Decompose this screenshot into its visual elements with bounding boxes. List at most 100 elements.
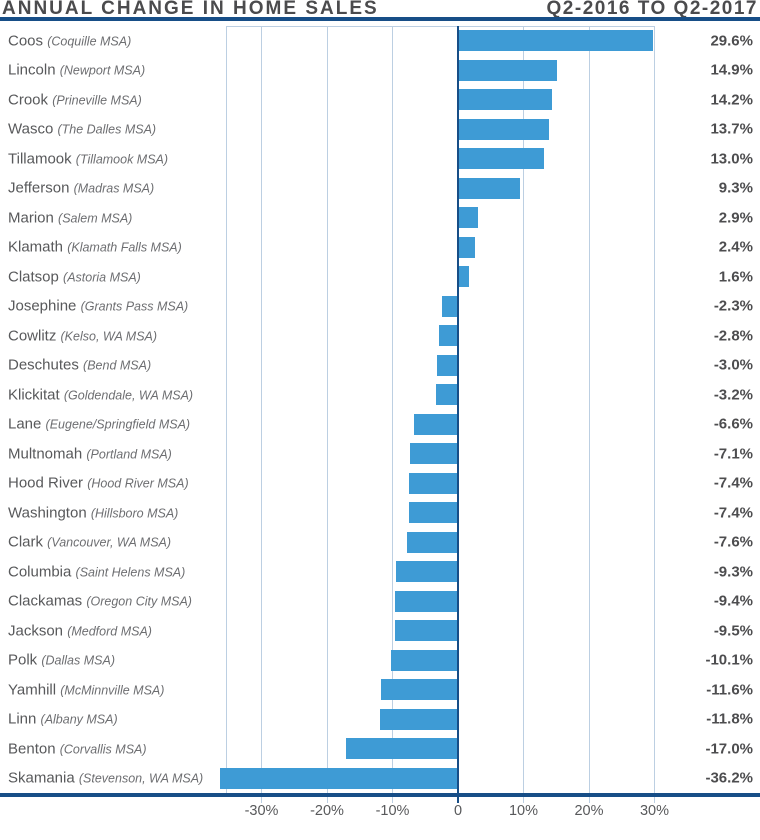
gridline [261,26,262,793]
bar-row: Clackamas (Oregon City MSA) -9.4% [0,587,760,617]
bar-row: Washington (Hillsboro MSA) -7.4% [0,498,760,528]
msa-label: (Hillsboro MSA) [90,506,179,521]
bar [438,325,457,347]
bar [407,531,457,553]
bar-row: Multnomah (Portland MSA) -7.1% [0,439,760,469]
msa-label: (Oregon City MSA) [86,594,192,609]
msa-label: (Stevenson, WA MSA) [78,771,204,786]
msa-label: (Grants Pass MSA) [80,299,189,314]
bar [394,620,457,642]
bar [459,59,557,81]
value-label: -36.2% [705,769,753,787]
county-label: Columbia (Saint Helens MSA) [8,563,186,581]
bar-row: Benton (Corvallis MSA) -17.0% [0,734,760,764]
axis-tick-label: -10% [375,803,410,819]
county-label: Coos (Coquille MSA) [8,32,132,50]
value-label: -3.0% [713,356,753,374]
axis-tick [523,797,524,803]
value-label: 2.9% [718,209,753,227]
bar-row: Jefferson (Madras MSA) 9.3% [0,174,760,204]
county-label: Clackamas (Oregon City MSA) [8,592,192,610]
msa-label: (Prineville MSA) [52,93,142,108]
bar [381,679,457,701]
county-label: Deschutes (Bend MSA) [8,356,152,374]
value-label: -10.1% [705,651,753,669]
bar-row: Wasco (The Dalles MSA) 13.7% [0,115,760,145]
axis-tick [457,797,459,803]
axis-tick-label: 0 [453,803,463,819]
bar-row: Klamath (Klamath Falls MSA) 2.4% [0,233,760,263]
bar-row: Hood River (Hood River MSA) -7.4% [0,469,760,499]
county-label: Linn (Albany MSA) [8,710,118,728]
bar [410,443,457,465]
value-label: -9.3% [713,563,753,581]
county-label: Wasco (The Dalles MSA) [8,120,157,138]
county-label: Lincoln (Newport MSA) [8,61,146,79]
axis-tick [654,797,655,803]
county-label: Klamath (Klamath Falls MSA) [8,238,182,256]
value-label: 1.6% [718,268,753,286]
county-label: Marion (Salem MSA) [8,209,133,227]
msa-label: (Coquille MSA) [47,34,132,49]
bar [408,472,457,494]
msa-label: (Vancouver, WA MSA) [47,535,172,550]
county-label: Yamhill (McMinnville MSA) [8,681,165,699]
gridline [654,26,655,793]
axis-tick-label: 10% [508,803,539,819]
msa-label: (Kelso, WA MSA) [60,329,158,344]
value-label: -9.5% [713,622,753,640]
bar-row: Clark (Vancouver, WA MSA) -7.6% [0,528,760,558]
msa-label: (Albany MSA) [40,712,118,727]
msa-label: (Saint Helens MSA) [75,565,186,580]
bar [459,148,545,170]
bar-row: Linn (Albany MSA) -11.8% [0,705,760,735]
msa-label: (Tillamook MSA) [75,152,169,167]
axis-tick [261,797,262,803]
value-label: 29.6% [710,32,753,50]
axis-tick [326,797,328,803]
bar-row: Coos (Coquille MSA) 29.6% [0,26,760,56]
gridline [326,26,328,793]
bar-row: Deschutes (Bend MSA) -3.0% [0,351,760,381]
value-label: 13.7% [710,120,753,138]
value-label: -7.4% [713,474,753,492]
gridline [392,26,393,793]
county-label: Hood River (Hood River MSA) [8,474,189,492]
county-label: Jackson (Medford MSA) [8,622,152,640]
msa-label: (Salem MSA) [58,211,133,226]
county-label: Tillamook (Tillamook MSA) [8,150,169,168]
bar-row: Skamania (Stevenson, WA MSA) -36.2% [0,764,760,794]
msa-label: (Klamath Falls MSA) [67,240,182,255]
bar [459,118,549,140]
bar [459,236,475,258]
bar-row: Lane (Eugene/Springfield MSA) -6.6% [0,410,760,440]
value-label: 2.4% [718,238,753,256]
zero-line [457,26,459,793]
value-label: -7.1% [713,445,753,463]
bar [436,384,457,406]
bar [379,708,457,730]
bar-row: Crook (Prineville MSA) 14.2% [0,85,760,115]
msa-label: (Corvallis MSA) [59,742,147,757]
bar-row: Cowlitz (Kelso, WA MSA) -2.8% [0,321,760,351]
axis-tick-label: -20% [310,803,344,819]
msa-label: (Goldendale, WA MSA) [63,388,194,403]
msa-label: (Eugene/Springfield MSA) [45,417,191,432]
bar [459,207,478,229]
county-label: Multnomah (Portland MSA) [8,445,172,463]
bar [219,767,457,789]
msa-label: (Portland MSA) [86,447,172,462]
bar-row: Polk (Dallas MSA) -10.1% [0,646,760,676]
gridline [588,26,590,793]
value-label: -11.6% [706,681,753,699]
value-label: -2.3% [713,297,753,315]
bar [459,89,552,111]
value-label: -2.8% [713,327,753,345]
bar-row: Lincoln (Newport MSA) 14.9% [0,56,760,86]
bar-row: Klickitat (Goldendale, WA MSA) -3.2% [0,380,760,410]
county-label: Clatsop (Astoria MSA) [8,268,141,286]
value-label: 14.9% [710,61,753,79]
county-label: Klickitat (Goldendale, WA MSA) [8,386,194,404]
bar-row: Clatsop (Astoria MSA) 1.6% [0,262,760,292]
